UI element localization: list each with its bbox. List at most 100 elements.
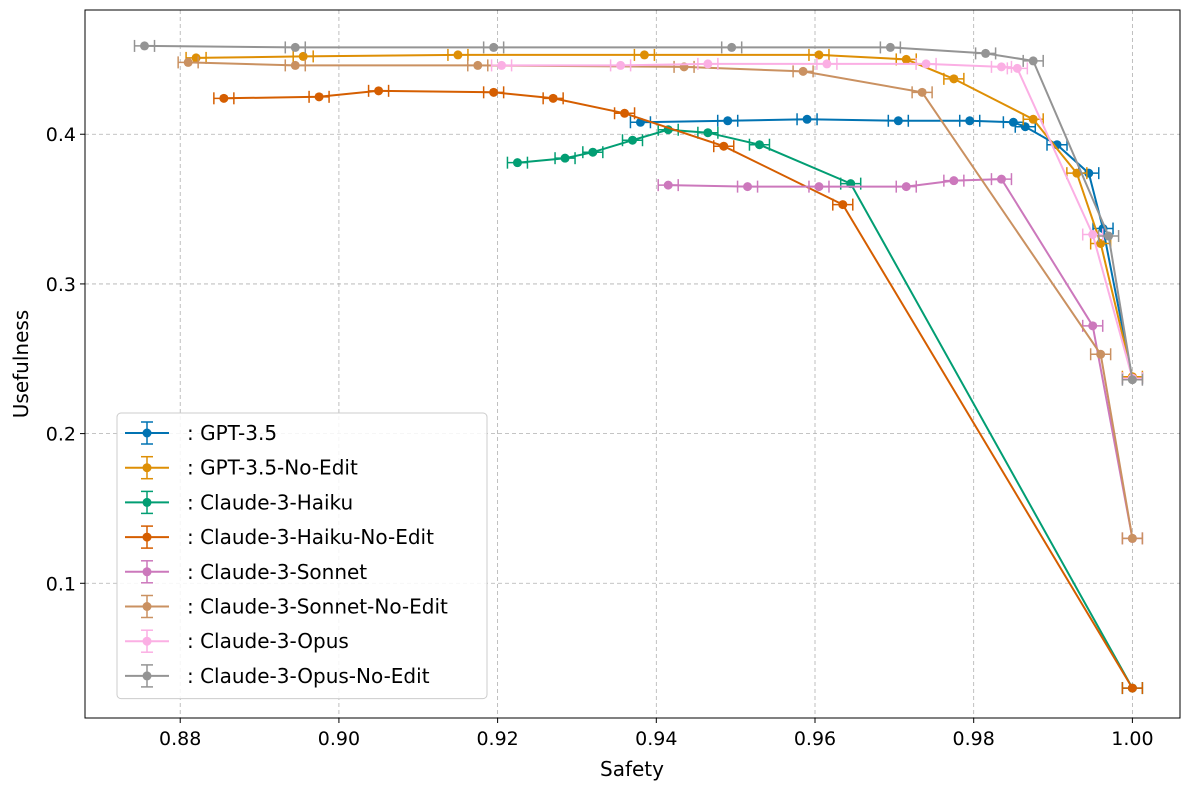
point-marker [473, 60, 483, 70]
data-point [447, 48, 469, 61]
data-point [554, 152, 576, 165]
point-marker [639, 50, 649, 60]
data-point [911, 86, 933, 99]
data-point [490, 59, 513, 72]
legend: : GPT-3.5 : GPT-3.5-No-Edit : Claude-3-Hai… [116, 412, 488, 700]
point-marker [1127, 533, 1137, 543]
data-point [990, 60, 1013, 73]
x-tick-label: 0.96 [794, 728, 836, 750]
x-tick-label: 0.90 [318, 728, 360, 750]
data-point [467, 59, 489, 72]
legend-label: : Claude-3-Haiku [187, 490, 353, 514]
data-point [879, 41, 902, 54]
legend-item: : Claude-3-Opus [125, 629, 349, 653]
data-point [506, 156, 529, 169]
point-marker [560, 153, 570, 163]
legend-label: : Claude-3-Sonnet-No-Edit [187, 595, 448, 619]
data-point [958, 114, 981, 127]
point-marker [703, 128, 713, 138]
series-gpt-3-5-no-edit [185, 48, 1144, 383]
legend-label: : Claude-3-Sonnet [187, 560, 367, 584]
point-marker [1096, 239, 1106, 249]
data-point [367, 84, 390, 97]
data-point [1121, 682, 1144, 695]
data-point [990, 173, 1013, 186]
x-tick-label: 0.88 [159, 728, 201, 750]
point-marker [1072, 168, 1082, 178]
legend-marker [142, 428, 152, 438]
point-marker [743, 182, 753, 192]
point-marker [616, 60, 626, 70]
point-marker [191, 53, 201, 63]
point-marker [497, 60, 507, 70]
data-point [1081, 319, 1104, 332]
point-marker [893, 116, 903, 126]
point-marker [1088, 321, 1098, 331]
point-marker [183, 57, 193, 67]
series-layer [133, 39, 1144, 695]
point-marker [901, 182, 911, 192]
data-point [177, 56, 199, 69]
point-marker [663, 180, 673, 190]
y-tick-label: 0.2 [46, 424, 76, 446]
point-marker [965, 116, 975, 126]
y-tick-label: 0.4 [46, 124, 76, 146]
data-point [943, 72, 965, 85]
legend-item: : Claude-3-Haiku [125, 490, 353, 514]
legend-label: : GPT-3.5 [187, 421, 277, 445]
series-claude-3-opus [490, 57, 1144, 385]
point-marker [1096, 349, 1106, 359]
legend-marker [142, 532, 152, 542]
point-marker [314, 92, 324, 102]
point-marker [719, 141, 729, 151]
data-point [720, 41, 743, 54]
point-marker [628, 135, 637, 145]
point-marker [290, 60, 300, 70]
data-point [808, 180, 830, 193]
data-point [816, 57, 838, 70]
legend-label: : Claude-3-Opus [187, 629, 349, 653]
data-point [808, 48, 830, 61]
legend-item: : Claude-3-Opus-No-Edit [125, 664, 430, 688]
legend-label: : GPT-3.5-No-Edit [187, 456, 358, 480]
point-marker [917, 87, 927, 97]
point-marker [140, 41, 150, 51]
series-claude-3-haiku-no-edit [213, 84, 1144, 695]
series-claude-3-haiku [506, 123, 1144, 695]
point-marker [1088, 230, 1098, 240]
point-marker [885, 42, 895, 52]
legend-marker [142, 602, 152, 611]
x-tick-label: 0.94 [635, 728, 677, 750]
data-point [621, 134, 644, 147]
data-point [697, 57, 719, 70]
data-point [133, 39, 156, 52]
data-point [792, 65, 814, 78]
legend-item: : GPT-3.5 [125, 421, 277, 445]
data-point [482, 41, 505, 54]
point-marker [374, 86, 384, 96]
point-marker [298, 51, 308, 61]
point-marker [703, 59, 713, 69]
point-marker [921, 59, 931, 69]
point-marker [723, 116, 733, 126]
legend-item: : Claude-3-Sonnet-No-Edit [125, 595, 448, 619]
legend-marker [142, 567, 152, 577]
legend-item: : GPT-3.5-No-Edit [125, 456, 358, 480]
data-point [1089, 348, 1112, 361]
point-marker [1020, 122, 1030, 132]
data-point [736, 180, 759, 193]
data-point [943, 174, 965, 187]
grid [85, 10, 1180, 718]
series-claude-3-sonnet-no-edit [177, 56, 1144, 545]
data-point [1081, 228, 1104, 241]
data-point [633, 48, 656, 61]
x-axis-label: Safety [600, 757, 664, 781]
point-marker [814, 50, 824, 60]
y-axis-label: Usefulness [9, 310, 33, 418]
data-point [284, 59, 307, 72]
data-point [482, 86, 505, 99]
data-point [915, 57, 937, 70]
point-marker [453, 50, 463, 60]
point-marker [219, 93, 229, 103]
